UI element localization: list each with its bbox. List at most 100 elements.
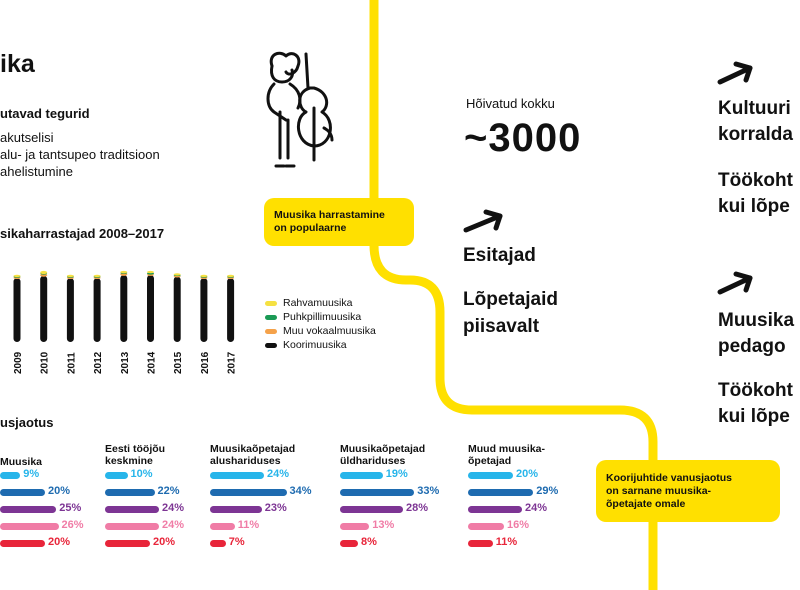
bar-segment bbox=[173, 276, 181, 342]
age-group-title: üldhariduses bbox=[340, 455, 406, 467]
x-tick-label: 2013 bbox=[120, 351, 131, 374]
age-bar-value: 24% bbox=[162, 519, 185, 531]
factor-item: alu- ja tantsupeo traditsioon bbox=[0, 147, 160, 162]
age-bar bbox=[105, 540, 150, 547]
age-bar-value: 7% bbox=[228, 536, 245, 548]
age-bar bbox=[0, 523, 59, 530]
callout-koorijuhtide: Koorijuhtide vanusjaotus on sarnane muus… bbox=[596, 460, 780, 522]
age-bar bbox=[340, 523, 370, 530]
x-tick-label: 2016 bbox=[200, 351, 211, 374]
bar-segment bbox=[147, 270, 154, 274]
bar-segment bbox=[40, 275, 48, 342]
factor-item: ahelistumine bbox=[0, 164, 73, 179]
age-bar-value: 24% bbox=[267, 468, 290, 480]
employment-label: Hõivatud kokku bbox=[466, 96, 555, 111]
age-bar bbox=[210, 523, 235, 530]
age-bar bbox=[340, 472, 383, 479]
age-bar bbox=[105, 472, 128, 479]
bar-segment bbox=[66, 274, 74, 278]
legend-item-rahvamuusika: Rahvamuusika bbox=[265, 296, 376, 310]
age-bar-value: 25% bbox=[59, 502, 82, 514]
legend-item-puhkpillimuusika: Puhkpillimuusika bbox=[265, 310, 376, 324]
legend-item-koorimuusika: Koorimuusika bbox=[265, 338, 376, 352]
age-bar bbox=[0, 540, 45, 547]
callout-line: õpetajate omale bbox=[606, 497, 686, 510]
callout-line: Muusika harrastamine bbox=[274, 209, 385, 221]
age-bar-value: 24% bbox=[162, 502, 185, 514]
age-group-title: õpetajad bbox=[468, 455, 512, 467]
age-bar bbox=[105, 523, 159, 530]
age-bar-value: 28% bbox=[406, 502, 429, 514]
age-bar bbox=[105, 489, 155, 496]
age-bar bbox=[340, 489, 415, 496]
bar-segment bbox=[200, 278, 208, 342]
x-tick-label: 2014 bbox=[147, 351, 158, 374]
age-bar-value: 20% bbox=[48, 485, 71, 497]
factor-item: akutselisi bbox=[0, 130, 54, 145]
bar-segment bbox=[120, 270, 128, 274]
right-block2-line: Töökoht bbox=[718, 380, 793, 401]
age-group-title: Muusikaõpetajad bbox=[340, 443, 426, 455]
age-bar bbox=[468, 540, 493, 547]
x-tick-label: 2015 bbox=[173, 351, 184, 374]
callout-line: on sarnane muusika- bbox=[606, 484, 712, 497]
age-bar bbox=[468, 489, 534, 496]
age-bar bbox=[210, 489, 287, 496]
right-block2-line: Muusika bbox=[718, 310, 795, 331]
stacked-bar-chart: 2009 2010 2011 2012 2013 2014 2015 2016 2017 bbox=[13, 270, 238, 374]
chart-title: sikaharrastajad 2008–2017 bbox=[0, 226, 165, 241]
bar-segment bbox=[227, 278, 235, 342]
bar-segment bbox=[147, 274, 154, 342]
bar-segment bbox=[227, 274, 235, 278]
bar-segment bbox=[66, 278, 74, 342]
x-tick-label: 2009 bbox=[13, 351, 24, 374]
age-bar bbox=[210, 506, 262, 513]
age-bar-value: 16% bbox=[507, 519, 530, 531]
page-title: ika bbox=[0, 50, 35, 78]
age-bar bbox=[0, 489, 45, 496]
callout-line: on populaarne bbox=[274, 222, 347, 234]
age-group-title: Eesti tööjõu bbox=[105, 443, 166, 455]
age-section-heading: usjaotus bbox=[0, 415, 54, 430]
x-tick-label: 2011 bbox=[66, 352, 77, 374]
age-bar-value: 10% bbox=[130, 468, 153, 480]
chart-legend: Rahvamuusika Puhkpillimuusika Muu vokaal… bbox=[265, 296, 376, 352]
age-bar-value: 20% bbox=[516, 468, 539, 480]
bar-segment bbox=[40, 270, 48, 275]
x-tick-label: 2010 bbox=[40, 351, 51, 374]
right-block1-line: korralda bbox=[718, 124, 793, 145]
x-tick-label: 2017 bbox=[227, 351, 238, 374]
legend-item-muu-vokaalmuusika: Muu vokaalmuusika bbox=[265, 324, 376, 338]
age-group-title: Muusikaõpetajad bbox=[210, 443, 296, 455]
age-group-title: Muusika bbox=[0, 456, 43, 468]
arrow-up-right-icon bbox=[717, 61, 753, 85]
callout-line: Koorijuhtide vanusjaotus bbox=[606, 471, 733, 484]
employment-value: ~3000 bbox=[464, 116, 582, 160]
age-bar-value: 20% bbox=[153, 536, 176, 548]
x-tick-label: 2012 bbox=[93, 351, 104, 374]
age-bar bbox=[210, 540, 226, 547]
age-bar-value: 26% bbox=[61, 519, 84, 531]
age-group-title: alushariduses bbox=[210, 455, 281, 467]
age-bar bbox=[340, 540, 358, 547]
arrow-up-right-icon bbox=[717, 271, 753, 295]
age-bar bbox=[0, 506, 57, 513]
right-block1-line: kui lõpe bbox=[718, 196, 790, 217]
age-bar bbox=[468, 523, 504, 530]
age-bar-value: 11% bbox=[237, 519, 260, 531]
age-bar bbox=[340, 506, 403, 513]
right-block1-line: Kultuuri bbox=[718, 98, 791, 119]
right-block2-line: pedago bbox=[718, 336, 786, 357]
age-bar-value: 24% bbox=[525, 502, 548, 514]
age-group-title: Muud muusika- bbox=[468, 443, 546, 455]
bar-segment bbox=[120, 274, 128, 342]
age-bar bbox=[0, 472, 21, 479]
age-bar-value: 33% bbox=[417, 485, 440, 497]
bar-segment bbox=[93, 278, 101, 342]
age-bar-value: 22% bbox=[157, 485, 180, 497]
bar-segment bbox=[93, 274, 101, 278]
age-bar bbox=[210, 472, 264, 479]
age-bar bbox=[468, 472, 513, 479]
age-bar bbox=[468, 506, 522, 513]
